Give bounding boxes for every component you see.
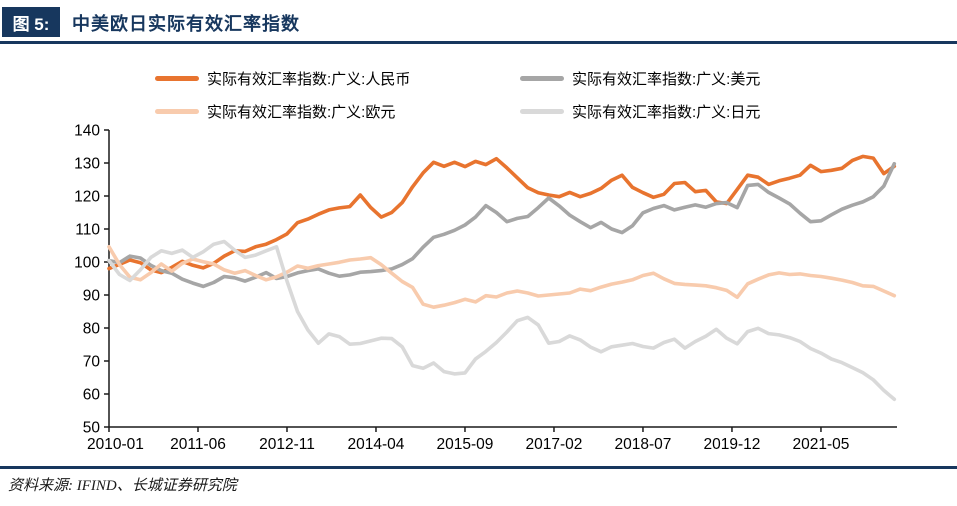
title-divider (0, 41, 957, 44)
series-line-cny (107, 154, 897, 275)
legend-label-jpy: 实际有效汇率指数:广义:日元 (572, 103, 761, 121)
y-tick-label: 140 (74, 123, 100, 140)
y-tick-label: 70 (83, 354, 101, 371)
x-tick-label: 2010-01 (87, 436, 144, 453)
legend-item-jpy: 实际有效汇率指数:广义:日元 (520, 102, 761, 121)
figure-number-badge: 图 5: (2, 7, 60, 37)
figure-title: 中美欧日实际有效汇率指数 (72, 14, 300, 34)
series-line-jpy (107, 239, 897, 402)
x-tick-label: 2014-04 (348, 436, 405, 453)
y-tick-label: 90 (83, 288, 101, 305)
x-tick-label: 2015-09 (437, 436, 494, 453)
footer-divider (0, 466, 957, 469)
y-tick-label: 120 (74, 189, 100, 206)
legend-swatch-jpy (520, 108, 564, 114)
legend-item-usd: 实际有效汇率指数:广义:美元 (520, 69, 761, 88)
y-tick-label: 130 (74, 156, 100, 173)
x-tick-label: 2011-06 (170, 436, 226, 453)
y-tick-label: 50 (83, 420, 101, 437)
source-note: 资料来源: IFIND、长城证券研究院 (8, 478, 237, 494)
x-tick-label: 2012-11 (259, 436, 315, 453)
series-line-eur (107, 245, 897, 310)
legend-swatch-eur (155, 108, 199, 114)
figure-number-label: 图 5: (12, 14, 50, 34)
y-tick-label: 60 (83, 387, 101, 404)
legend-swatch-usd (520, 75, 564, 81)
x-tick-label: 2018-07 (615, 436, 672, 453)
legend-label-eur: 实际有效汇率指数:广义:欧元 (207, 103, 396, 121)
y-tick-label: 80 (83, 321, 101, 338)
legend-swatch-cny (155, 75, 199, 81)
y-tick-label: 110 (75, 222, 100, 239)
x-tick-label: 2021-05 (793, 436, 850, 453)
legend-label-cny: 实际有效汇率指数:广义:人民币 (207, 70, 411, 88)
legend-item-cny: 实际有效汇率指数:广义:人民币 (155, 69, 411, 88)
x-tick-label: 2019-12 (704, 436, 761, 453)
x-tick-label: 2017-02 (526, 436, 583, 453)
legend-item-eur: 实际有效汇率指数:广义:欧元 (155, 102, 396, 121)
series-line-usd (107, 161, 897, 289)
legend-label-usd: 实际有效汇率指数:广义:美元 (572, 70, 761, 88)
y-tick-label: 100 (74, 255, 100, 272)
